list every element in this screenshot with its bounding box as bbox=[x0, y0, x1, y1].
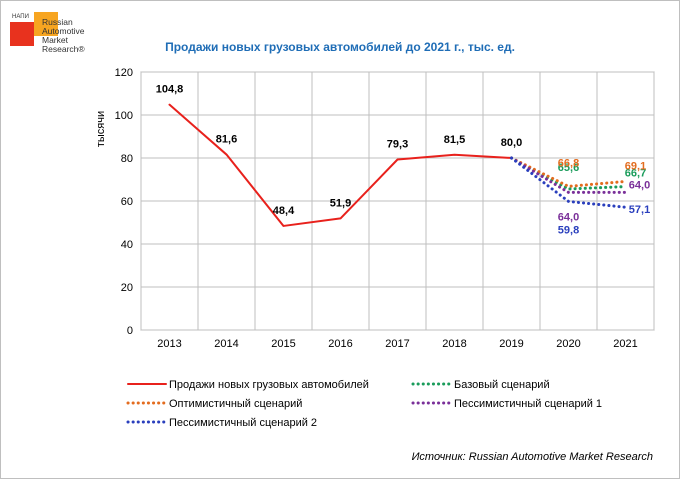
y-axis-label: тысячи bbox=[95, 111, 107, 147]
data-label: 80,0 bbox=[501, 137, 522, 149]
data-label: 81,6 bbox=[216, 134, 237, 146]
logo-red-square bbox=[10, 22, 34, 46]
data-label: 66,7 bbox=[625, 168, 646, 180]
series-line bbox=[168, 103, 513, 227]
logo-line-4: Research® bbox=[42, 44, 85, 54]
x-tick-label: 2021 bbox=[613, 338, 637, 350]
data-label: 66,8 bbox=[558, 157, 579, 169]
y-tick-label: 120 bbox=[115, 67, 133, 79]
x-tick-label: 2019 bbox=[499, 338, 523, 350]
logo-text: Russian Automotive Market Research® bbox=[42, 18, 102, 54]
series-line bbox=[510, 156, 627, 209]
y-tick-label: 80 bbox=[121, 153, 133, 165]
x-tick-label: 2020 bbox=[556, 338, 580, 350]
legend-label: Оптимистичный сценарий bbox=[169, 398, 302, 410]
y-tick-label: 40 bbox=[121, 239, 133, 251]
series-line bbox=[510, 156, 627, 194]
y-tick-label: 60 bbox=[121, 196, 133, 208]
data-label: 59,8 bbox=[558, 224, 579, 236]
logo-small-text: НАПИ bbox=[12, 14, 29, 20]
source-note: Источник: Russian Automotive Market Rese… bbox=[411, 451, 653, 463]
data-label: 65,6 bbox=[558, 162, 579, 174]
x-tick-label: 2015 bbox=[271, 338, 295, 350]
data-label: 69,1 bbox=[625, 160, 646, 172]
x-tick-label: 2018 bbox=[442, 338, 466, 350]
data-label: 64,0 bbox=[558, 211, 579, 223]
x-tick-label: 2013 bbox=[157, 338, 181, 350]
series-line bbox=[510, 156, 627, 188]
y-tick-label: 20 bbox=[121, 282, 133, 294]
data-label: 79,3 bbox=[387, 139, 408, 151]
logo-line-3: Market bbox=[42, 35, 68, 45]
data-label: 64,0 bbox=[629, 179, 650, 191]
y-tick-label: 100 bbox=[115, 110, 133, 122]
chart-title: Продажи новых грузовых автомобилей до 20… bbox=[165, 40, 515, 54]
data-label: 104,8 bbox=[156, 84, 184, 96]
y-tick-label: 0 bbox=[127, 325, 133, 337]
legend-label: Продажи новых грузовых автомобилей bbox=[169, 379, 369, 391]
legend-label: Пессимистичный сценарий 2 bbox=[169, 417, 317, 429]
logo-orange-square bbox=[34, 12, 58, 36]
x-tick-label: 2014 bbox=[214, 338, 238, 350]
logo-line-2: Automotive bbox=[42, 26, 85, 36]
data-label: 57,1 bbox=[629, 204, 650, 216]
data-label: 81,5 bbox=[444, 134, 465, 146]
data-label: 48,4 bbox=[273, 205, 295, 217]
x-tick-label: 2016 bbox=[328, 338, 352, 350]
legend-label: Базовый сценарий bbox=[454, 379, 550, 391]
x-tick-label: 2017 bbox=[385, 338, 409, 350]
company-logo: НАПИ Russian Automotive Market Research® bbox=[6, 8, 86, 68]
legend-label: Пессимистичный сценарий 1 bbox=[454, 398, 602, 410]
logo-line-1: Russian bbox=[42, 17, 73, 27]
data-label: 51,9 bbox=[330, 197, 351, 209]
